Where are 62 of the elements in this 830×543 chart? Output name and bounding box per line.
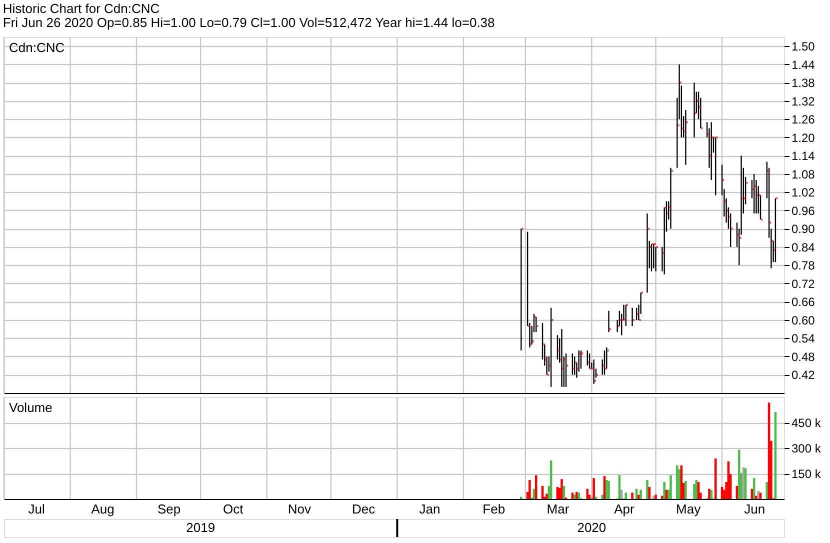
bar — [678, 469, 680, 499]
x2-tick-label: 2020 — [577, 520, 606, 535]
bar — [608, 480, 610, 499]
x-tick-label: Sep — [157, 502, 181, 516]
y-tick-label: 0.90 — [792, 222, 816, 236]
bar — [586, 488, 589, 499]
chart-title: Historic Chart for Cdn:CNC — [2, 0, 160, 16]
y-tick-label: 0.78 — [792, 258, 816, 273]
x-tick-label: Nov — [288, 502, 312, 516]
x-tick-label: Dec — [352, 502, 376, 516]
y-tick-label: 1.50 — [792, 40, 816, 54]
x-tick-label: May — [676, 502, 702, 516]
y-tick-label: 0.54 — [792, 332, 816, 346]
bar — [528, 480, 531, 499]
y-tick-label: 1.20 — [792, 130, 816, 145]
y-tick-label: 0.96 — [792, 204, 816, 218]
bar — [684, 480, 687, 499]
bar — [534, 475, 538, 499]
x-tick-label: Jun — [744, 502, 766, 516]
y-tick-label: 150 k — [792, 467, 822, 481]
y-tick-label: 1.14 — [792, 149, 816, 164]
y-tick-label: 300 k — [792, 442, 822, 456]
y-tick-label: 1.32 — [792, 94, 816, 108]
x-tick-label: Jul — [28, 502, 45, 516]
y-tick-label: 0.60 — [792, 313, 816, 328]
y-tick-label: 1.38 — [792, 76, 816, 90]
annotation: Cdn:CNC — [9, 40, 65, 55]
bar — [648, 486, 651, 499]
bar — [601, 494, 604, 499]
y-tick-label: 450 k — [792, 416, 822, 430]
bar — [714, 458, 717, 499]
bar — [562, 486, 566, 499]
bar — [663, 482, 666, 499]
y-tick-label: 1.26 — [792, 112, 816, 127]
y-tick-label: 1.44 — [792, 58, 816, 72]
bar — [624, 492, 628, 499]
bar — [592, 478, 595, 499]
y-tick-label: 1.08 — [792, 167, 816, 182]
y-tick-label: 0.72 — [792, 276, 816, 291]
x-tick-label: Jan — [419, 502, 440, 516]
x2-tick-label: 2019 — [186, 520, 216, 535]
y-tick-label: 0.42 — [792, 368, 816, 382]
bar — [670, 475, 672, 499]
bar — [631, 492, 634, 499]
x-tick-label: Feb — [482, 502, 506, 516]
y-tick-label: 0.84 — [792, 240, 816, 254]
bar — [546, 494, 548, 499]
y-tick-label: 1.02 — [792, 186, 816, 200]
annotation: Volume — [9, 400, 52, 415]
x-tick-label: Aug — [91, 502, 114, 516]
chart-subtitle: Fri Jun 26 2020 Op=0.85 Hi=1.00 Lo=0.79 Cl=1.00 Vol=512,472 Year hi=1.44 lo=0.38 — [2, 14, 495, 30]
bar — [640, 490, 642, 499]
bar — [759, 492, 762, 499]
bar — [738, 450, 740, 499]
bar — [560, 479, 563, 499]
x-tick-label: Apr — [614, 502, 636, 516]
bar — [646, 480, 648, 499]
bar — [695, 480, 698, 499]
x-tick-label: Mar — [546, 502, 570, 516]
y-tick-label: 0.48 — [792, 350, 816, 364]
x-tick-label: Oct — [223, 502, 244, 516]
y-tick-label: 0.66 — [792, 295, 816, 310]
